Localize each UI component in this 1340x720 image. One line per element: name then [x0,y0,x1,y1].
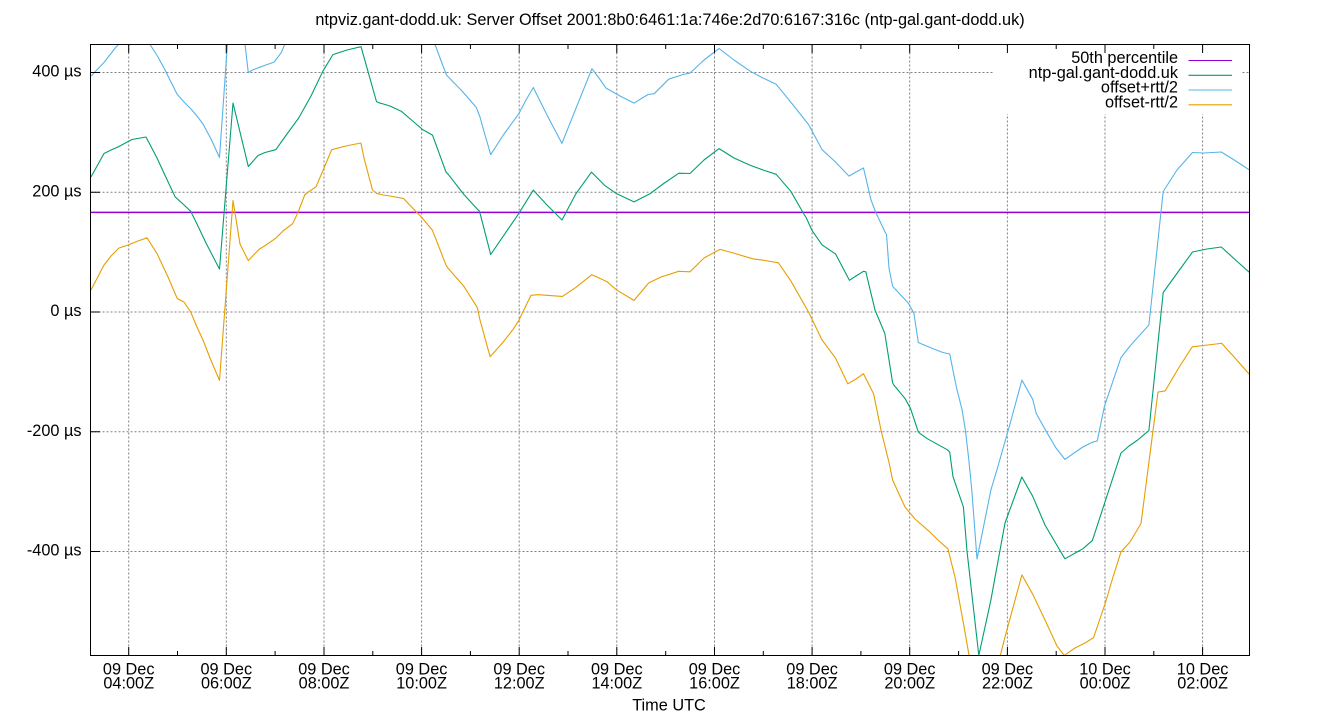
svg-text:12:00Z: 12:00Z [494,675,545,693]
svg-text:10 Dec: 10 Dec [1177,660,1229,678]
svg-text:Time UTC: Time UTC [632,697,706,715]
svg-text:offset+rtt/2: offset+rtt/2 [1101,79,1178,97]
svg-text:-400 µs: -400 µs [27,542,82,560]
svg-text:18:00Z: 18:00Z [787,675,838,693]
svg-text:ntp-gal.gant-dodd.uk: ntp-gal.gant-dodd.uk [1029,64,1179,82]
svg-text:ntpviz.gant-dodd.uk: Server Of: ntpviz.gant-dodd.uk: Server Offset 2001:… [315,11,1024,29]
svg-text:22:00Z: 22:00Z [982,675,1033,693]
svg-text:08:00Z: 08:00Z [299,675,350,693]
svg-text:09 Dec: 09 Dec [884,660,936,678]
svg-text:400 µs: 400 µs [32,63,81,81]
svg-text:09 Dec: 09 Dec [396,660,448,678]
svg-text:-200 µs: -200 µs [27,422,82,440]
svg-text:16:00Z: 16:00Z [689,675,740,693]
svg-text:10:00Z: 10:00Z [396,675,447,693]
svg-text:09 Dec: 09 Dec [201,660,253,678]
svg-text:04:00Z: 04:00Z [103,675,154,693]
svg-text:14:00Z: 14:00Z [591,675,642,693]
svg-text:offset-rtt/2: offset-rtt/2 [1105,93,1178,111]
svg-text:0 µs: 0 µs [50,302,81,320]
svg-text:00:00Z: 00:00Z [1080,675,1131,693]
svg-text:09 Dec: 09 Dec [591,660,643,678]
svg-text:09 Dec: 09 Dec [982,660,1034,678]
svg-text:50th percentile: 50th percentile [1071,49,1178,67]
svg-text:10 Dec: 10 Dec [1079,660,1131,678]
svg-text:09 Dec: 09 Dec [493,660,545,678]
svg-text:20:00Z: 20:00Z [884,675,935,693]
svg-text:06:00Z: 06:00Z [201,675,252,693]
svg-text:09 Dec: 09 Dec [689,660,741,678]
svg-text:09 Dec: 09 Dec [103,660,155,678]
svg-text:09 Dec: 09 Dec [298,660,350,678]
svg-text:09 Dec: 09 Dec [786,660,838,678]
svg-text:02:00Z: 02:00Z [1177,675,1228,693]
svg-text:200 µs: 200 µs [32,182,81,200]
